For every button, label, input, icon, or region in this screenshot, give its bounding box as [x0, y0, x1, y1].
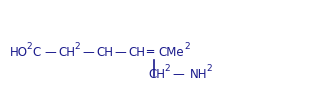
Text: CH: CH — [128, 46, 145, 59]
Text: 2: 2 — [26, 42, 32, 51]
Text: —: — — [44, 46, 56, 59]
Text: ═: ═ — [146, 46, 153, 59]
Text: HO: HO — [10, 46, 28, 59]
Text: 2: 2 — [74, 42, 80, 51]
Text: CH: CH — [96, 46, 113, 59]
Text: 2: 2 — [206, 64, 212, 73]
Text: —: — — [172, 68, 184, 81]
Text: —: — — [114, 46, 126, 59]
Text: CH: CH — [58, 46, 75, 59]
Text: CH: CH — [148, 68, 165, 81]
Text: C: C — [32, 46, 40, 59]
Text: —: — — [82, 46, 94, 59]
Text: 2: 2 — [184, 42, 190, 51]
Text: 2: 2 — [164, 64, 170, 73]
Text: CMe: CMe — [158, 46, 183, 59]
Text: NH: NH — [190, 68, 207, 81]
